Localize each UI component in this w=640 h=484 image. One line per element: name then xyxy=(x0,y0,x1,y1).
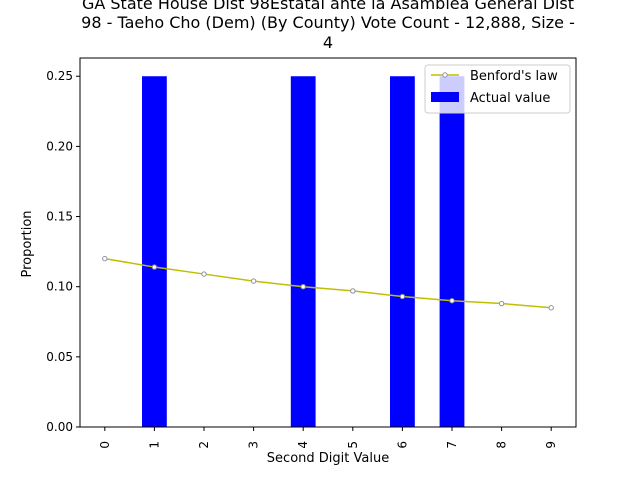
bars-layer xyxy=(142,76,465,428)
chart-title-line-2: 98 - Taeho Cho (Dem) (By County) Vote Co… xyxy=(81,13,575,32)
benford-point-3 xyxy=(250,278,257,284)
x-axis-label: Second Digit Value xyxy=(267,451,389,466)
legend-benford-label: Benford's law xyxy=(470,69,558,84)
benford-point-9 xyxy=(548,305,554,311)
bar-4 xyxy=(290,76,316,428)
x-tick-label-2: 2 xyxy=(197,441,211,449)
benford-point-2 xyxy=(201,271,207,277)
y-tick-label-3: 0.15 xyxy=(46,210,73,224)
benford-line-layer xyxy=(102,255,554,311)
chart-title: GA State House Dist 98Estatal ante la As… xyxy=(81,0,575,52)
benford-point-6 xyxy=(399,293,406,300)
x-tick-label-6: 6 xyxy=(395,441,409,449)
y-tick-label-0: 0.00 xyxy=(46,420,73,434)
benford-line xyxy=(104,257,552,309)
x-tick-label-7: 7 xyxy=(445,441,459,449)
x-tick-label-9: 9 xyxy=(544,441,558,449)
bar-1 xyxy=(142,76,167,428)
benford-point-0 xyxy=(102,255,108,262)
benford-point-8 xyxy=(498,300,505,307)
benford-point-4 xyxy=(300,283,306,290)
y-axis-ticks: 0.00 0.05 0.10 0.15 0.20 0.25 xyxy=(46,69,80,434)
x-tick-label-1: 1 xyxy=(147,441,161,449)
x-tick-label-8: 8 xyxy=(495,441,509,449)
y-tick-label-5: 0.25 xyxy=(46,69,73,83)
y-axis-label: Proportion xyxy=(20,210,35,277)
benford-point-7 xyxy=(449,298,455,304)
bar-7 xyxy=(439,76,465,428)
legend-actual-label: Actual value xyxy=(470,91,550,106)
y-tick-label-2: 0.10 xyxy=(46,280,73,294)
y-tick-label-1: 0.05 xyxy=(46,350,73,364)
chart-title-line-1: GA State House Dist 98Estatal ante la As… xyxy=(82,0,574,13)
legend: Benford's law Actual value xyxy=(424,64,571,114)
legend-actual-swatch xyxy=(431,92,459,102)
chart-title-line-3: 4 xyxy=(323,33,333,52)
x-tick-label-3: 3 xyxy=(247,441,261,449)
benford-point-5 xyxy=(350,288,356,294)
axes-frame xyxy=(79,57,577,428)
benford-point-1 xyxy=(151,264,158,270)
x-tick-label-0: 0 xyxy=(98,441,112,449)
x-tick-label-5: 5 xyxy=(346,441,360,449)
legend-box xyxy=(424,64,571,114)
x-axis-ticks: 0 1 2 3 4 5 6 7 8 9 xyxy=(98,427,558,449)
y-tick-label-4: 0.20 xyxy=(46,139,73,153)
x-tick-label-4: 4 xyxy=(296,441,310,449)
legend-benford-marker-swatch xyxy=(442,72,448,78)
bar-6 xyxy=(390,76,415,428)
